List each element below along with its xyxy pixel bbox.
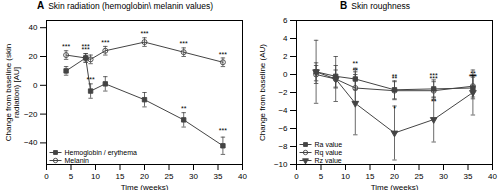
svg-text:0: 0 (33, 81, 38, 90)
svg-text:0: 0 (283, 70, 288, 79)
svg-text:−8: −8 (278, 142, 288, 151)
svg-text:15: 15 (116, 172, 125, 181)
svg-text:Hemoglobin / erythema: Hemoglobin / erythema (65, 149, 137, 157)
svg-text:***: *** (430, 75, 438, 82)
svg-text:15: 15 (366, 172, 375, 181)
svg-text:25: 25 (415, 172, 424, 181)
svg-text:25: 25 (165, 172, 174, 181)
svg-text:40: 40 (238, 172, 247, 181)
svg-text:**: ** (431, 98, 437, 105)
svg-text:***: *** (62, 43, 70, 50)
svg-text:10: 10 (341, 172, 350, 181)
svg-text:Rq value: Rq value (315, 149, 343, 157)
svg-text:20: 20 (140, 172, 149, 181)
svg-text:4: 4 (283, 34, 288, 43)
svg-text:**: ** (181, 105, 187, 112)
svg-text:35: 35 (464, 172, 473, 181)
svg-text:2: 2 (283, 52, 288, 61)
svg-text:−10: −10 (274, 160, 288, 169)
svg-text:Ra value: Ra value (315, 141, 343, 148)
svg-text:35: 35 (214, 172, 223, 181)
svg-text:Melanin: Melanin (65, 157, 90, 164)
svg-text:30: 30 (189, 172, 198, 181)
svg-text:−20: −20 (24, 110, 38, 119)
svg-text:−2: −2 (278, 88, 288, 97)
svg-text:Change from baseline (skinradi: Change from baseline (skinradiation) [AU… (4, 44, 21, 141)
html-text:A Skin radiation (hemoglobin\: A Skin radiation (hemoglobin\ melanin va… (36, 0, 214, 11)
svg-text:***: *** (469, 73, 477, 80)
svg-text:Rz value: Rz value (315, 157, 342, 164)
svg-text:Time (weeks): Time (weeks) (121, 183, 169, 191)
svg-text:***: *** (87, 76, 95, 83)
svg-text:Change from baseline (AU): Change from baseline (AU) (258, 44, 267, 141)
svg-text:−6: −6 (278, 124, 288, 133)
svg-text:5: 5 (319, 172, 324, 181)
svg-text:***: *** (219, 51, 227, 58)
svg-text:**: ** (353, 67, 359, 74)
svg-text:***: *** (140, 30, 148, 37)
svg-text:0: 0 (44, 172, 49, 181)
svg-text:***: *** (82, 43, 90, 50)
svg-text:***: *** (180, 40, 188, 47)
svg-text:Time (weeks): Time (weeks) (371, 183, 419, 191)
svg-text:**: ** (392, 75, 398, 82)
svg-text:30: 30 (439, 172, 448, 181)
svg-text:6: 6 (283, 16, 288, 25)
svg-text:40: 40 (29, 23, 38, 32)
svg-text:20: 20 (29, 52, 38, 61)
svg-text:−4: −4 (278, 106, 288, 115)
svg-text:***: *** (101, 39, 109, 46)
svg-text:*: * (393, 105, 396, 112)
svg-text:5: 5 (69, 172, 74, 181)
svg-text:***: *** (219, 127, 227, 134)
svg-text:0: 0 (294, 172, 299, 181)
html-text:B Skin roughness: B Skin roughness (340, 0, 410, 11)
svg-text:10: 10 (91, 172, 100, 181)
svg-text:40: 40 (488, 172, 497, 181)
svg-text:−40: −40 (24, 138, 38, 147)
svg-text:20: 20 (390, 172, 399, 181)
